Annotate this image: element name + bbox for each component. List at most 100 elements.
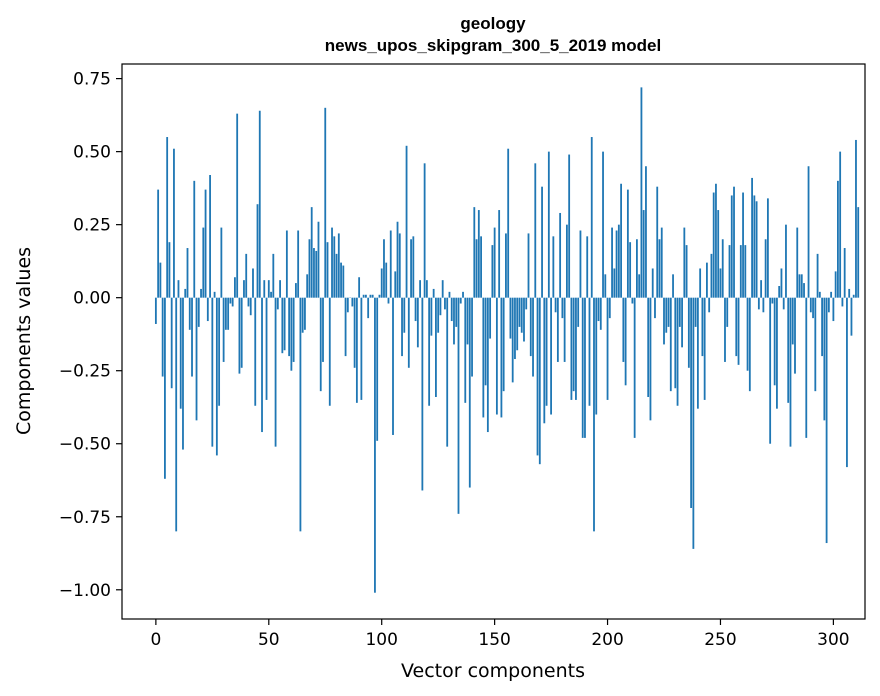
- bar-231: [676, 297, 679, 406]
- bar-6: [168, 242, 171, 298]
- bar-113: [410, 239, 412, 298]
- bar-232: [678, 297, 681, 327]
- bar-3: [161, 297, 164, 377]
- bar-59: [288, 297, 291, 357]
- bar-57: [283, 297, 286, 351]
- bar-119: [423, 163, 426, 298]
- bar-103: [387, 297, 390, 304]
- x-tick-label: 250: [704, 630, 736, 650]
- bar-213: [636, 239, 638, 298]
- bar-72: [317, 221, 320, 298]
- bar-117: [419, 280, 422, 298]
- bar-35: [234, 277, 236, 298]
- bar-225: [663, 297, 665, 345]
- bar-10: [177, 280, 180, 298]
- bar-290: [809, 297, 812, 313]
- bar-239: [694, 297, 697, 327]
- bar-247: [712, 192, 715, 298]
- bar-105: [392, 297, 394, 435]
- bar-131: [450, 297, 453, 322]
- bar-197: [599, 297, 602, 330]
- bar-2: [159, 262, 162, 298]
- bar-111: [405, 145, 408, 298]
- bar-289: [807, 166, 810, 298]
- bar-8: [173, 148, 175, 298]
- bar-286: [800, 274, 803, 298]
- bar-179: [559, 212, 562, 298]
- bar-141: [473, 207, 476, 298]
- bar-165: [527, 233, 530, 298]
- bar-280: [787, 297, 790, 403]
- bar-216: [642, 210, 645, 298]
- bar-275: [776, 297, 778, 409]
- bar-159: [514, 297, 516, 360]
- bar-38: [240, 297, 243, 368]
- bar-51: [270, 291, 272, 298]
- bar-49: [265, 297, 268, 400]
- bar-279: [785, 224, 787, 298]
- bar-258: [737, 297, 740, 365]
- bar-36: [236, 113, 239, 298]
- bar-118: [421, 297, 424, 491]
- bar-85: [346, 297, 349, 313]
- bar-135: [459, 297, 462, 304]
- bar-0: [154, 297, 157, 324]
- bar-223: [658, 239, 661, 298]
- bar-158: [511, 297, 514, 383]
- bar-93: [365, 294, 367, 298]
- bar-31: [224, 297, 227, 330]
- bar-147: [486, 297, 489, 433]
- bar-121: [428, 297, 431, 406]
- bar-47: [261, 297, 263, 433]
- bar-63: [297, 230, 300, 298]
- bar-130: [448, 291, 451, 298]
- bar-52: [272, 253, 275, 298]
- bar-226: [665, 297, 668, 333]
- bar-66: [304, 297, 306, 330]
- bar-134: [457, 297, 460, 514]
- bar-23: [206, 297, 209, 322]
- bar-44: [254, 297, 257, 406]
- bar-271: [766, 198, 769, 298]
- bar-217: [645, 166, 647, 298]
- bar-259: [739, 245, 742, 298]
- bar-50: [267, 280, 270, 298]
- y-tick-label: −0.25: [59, 362, 111, 382]
- bar-74: [322, 297, 324, 362]
- bar-237: [690, 297, 693, 508]
- bar-61: [292, 297, 295, 362]
- bar-69: [310, 207, 313, 298]
- bar-227: [667, 297, 670, 327]
- bar-310: [855, 139, 857, 298]
- bar-1: [157, 189, 160, 298]
- bar-139: [468, 297, 471, 488]
- bar-243: [703, 297, 706, 400]
- bar-311: [857, 207, 860, 298]
- bar-219: [649, 297, 652, 421]
- bar-171: [541, 186, 543, 298]
- y-tick-label: −1.00: [59, 581, 111, 601]
- bar-249: [717, 210, 720, 298]
- bar-100: [380, 268, 383, 298]
- bar-229: [672, 274, 674, 298]
- bar-101: [383, 239, 385, 298]
- bar-16: [191, 297, 193, 377]
- bar-277: [780, 268, 783, 298]
- bar-189: [581, 297, 584, 438]
- bar-82: [340, 262, 342, 298]
- y-tick-label: 0.75: [73, 70, 111, 90]
- bar-210: [629, 242, 632, 298]
- bar-177: [554, 297, 557, 313]
- bar-224: [660, 227, 663, 298]
- bar-307: [848, 288, 851, 298]
- bar-178: [556, 297, 559, 362]
- bar-235: [685, 245, 688, 298]
- bar-20: [200, 288, 202, 298]
- bar-205: [617, 224, 620, 298]
- bar-149: [491, 245, 494, 298]
- bar-166: [529, 297, 532, 357]
- bar-233: [681, 297, 683, 348]
- bar-114: [412, 236, 415, 298]
- bar-241: [699, 268, 702, 298]
- bar-308: [850, 297, 853, 336]
